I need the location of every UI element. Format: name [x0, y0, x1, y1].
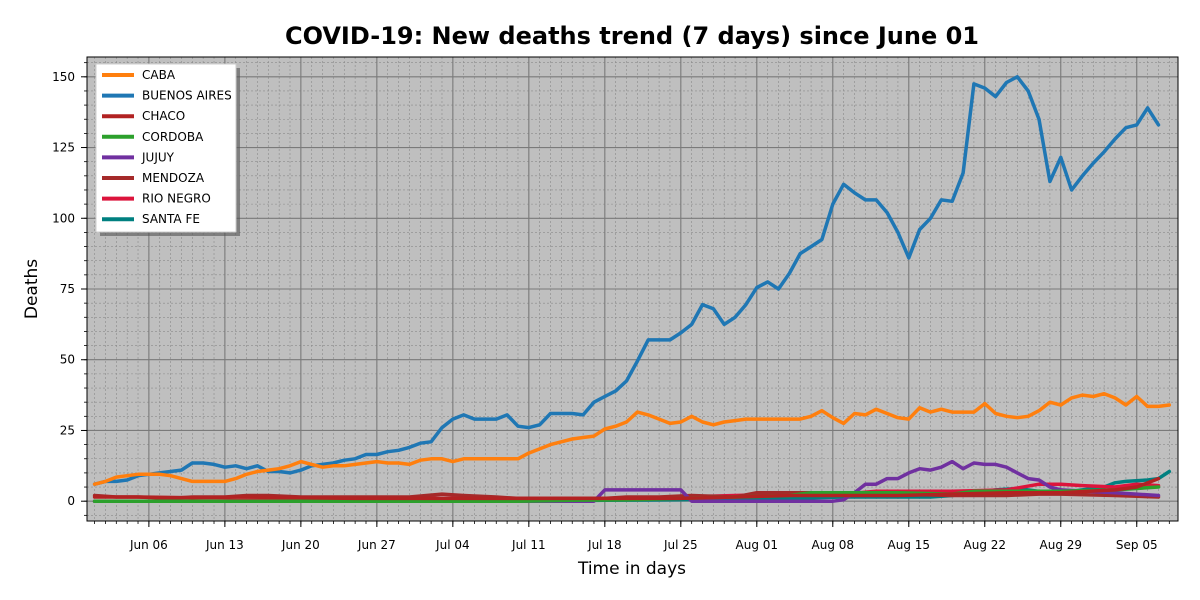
x-tick-label: Sep 05	[1116, 538, 1158, 552]
legend-item: BUENOS AIRES	[102, 89, 232, 103]
y-axis: 0 25 50 75 100 125 150	[52, 62, 87, 516]
series-line-buenos-aires	[92, 75, 1161, 486]
x-tick-label: Aug 08	[812, 538, 855, 552]
x-tick-label: Aug 22	[964, 538, 1007, 552]
x-tick-label: Jun 13	[205, 538, 244, 552]
x-axis-label: Time in days	[577, 559, 686, 579]
x-tick-label: Jul 18	[587, 538, 622, 552]
series-line-chaco	[92, 476, 1161, 501]
x-axis: Jun 06 Jun 13 Jun 20 Jun 27 Jul 04 Jul 11 Jul …	[94, 521, 1170, 552]
x-tick-label: Jun 20	[281, 538, 320, 552]
legend-label: CABA	[142, 68, 176, 82]
legend-item: SANTA FE	[102, 212, 200, 226]
legend-label: RIO NEGRO	[142, 192, 211, 206]
series-line-caba	[92, 391, 1172, 486]
y-tick-label: 0	[67, 494, 75, 508]
x-tick-label: Aug 15	[888, 538, 931, 552]
plot-area	[86, 56, 1179, 522]
x-tick-label: Aug 01	[736, 538, 779, 552]
legend-item: CABA	[102, 68, 176, 82]
y-axis-label: Deaths	[22, 259, 42, 319]
y-tick-label: 75	[60, 282, 75, 296]
legend-label: SANTA FE	[142, 212, 200, 226]
legend: CABA BUENOS AIRES CHACO CORDOBA JUJUY MENDOZA…	[95, 63, 240, 236]
x-tick-label: Jun 27	[357, 538, 396, 552]
series-line-jujuy	[92, 459, 1161, 503]
series-lines	[92, 75, 1172, 503]
x-tick-label: Jul 04	[435, 538, 470, 552]
y-tick-label: 50	[60, 353, 75, 367]
y-tick-label: 100	[52, 211, 75, 225]
legend-item: RIO NEGRO	[102, 192, 211, 206]
y-tick-label: 150	[52, 70, 75, 84]
y-tick-label: 25	[60, 423, 75, 437]
legend-label: CHACO	[142, 109, 185, 123]
x-tick-label: Jul 25	[663, 538, 698, 552]
x-tick-label: Aug 29	[1040, 538, 1083, 552]
legend-label: JUJUY	[141, 150, 175, 164]
legend-label: MENDOZA	[142, 171, 205, 185]
legend-label: CORDOBA	[142, 130, 204, 144]
legend-box	[95, 63, 237, 233]
legend-item: CHACO	[102, 109, 185, 123]
chart-title: COVID-19: New deaths trend (7 days) sinc…	[285, 22, 979, 50]
legend-label: BUENOS AIRES	[142, 89, 232, 103]
y-tick-label: 125	[52, 141, 75, 155]
legend-items: CABA BUENOS AIRES CHACO CORDOBA JUJUY MENDOZA…	[102, 68, 232, 226]
legend-item: JUJUY	[102, 150, 175, 164]
legend-item: MENDOZA	[102, 171, 205, 185]
x-tick-label: Jun 06	[129, 538, 168, 552]
legend-item: CORDOBA	[102, 130, 204, 144]
major-grid	[87, 57, 1178, 521]
x-tick-label: Jul 11	[511, 538, 546, 552]
